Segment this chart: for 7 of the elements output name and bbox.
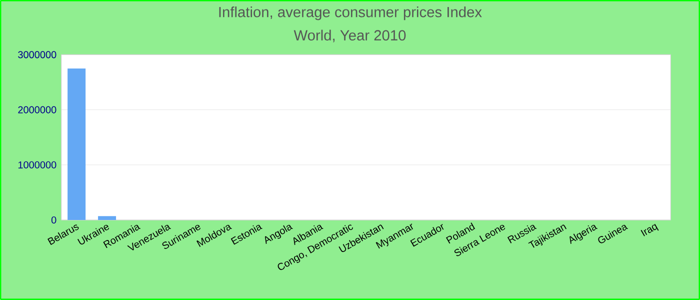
y-tick-label: 0 [51,216,56,224]
chart-subtitle: World, Year 2010 [294,30,406,42]
y-tick-label: 2000000 [18,106,56,114]
chart-title: Inflation, average consumer prices Index [219,6,482,20]
x-tick-label: Iraq [640,224,659,236]
y-tick-label: 3000000 [18,51,56,58]
y-tick-label: 1000000 [18,161,56,168]
